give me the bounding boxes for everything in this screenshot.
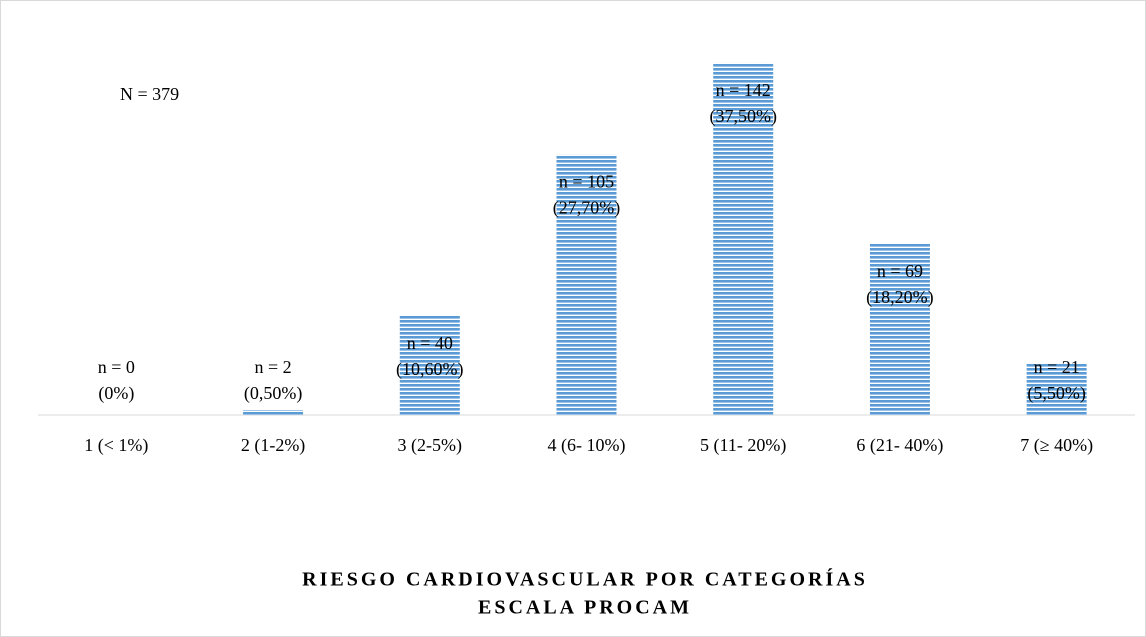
x-tick-label: 5 (11- 20%) <box>700 435 786 456</box>
x-tick-label: 1 (< 1%) <box>84 435 148 456</box>
bar <box>713 62 774 416</box>
bar <box>1026 362 1087 415</box>
data-label: (27,70%) <box>553 198 620 219</box>
annotation: N = 379 <box>120 84 179 104</box>
data-label: n = 2 <box>254 357 291 377</box>
bar <box>869 243 930 415</box>
x-tick-label: 2 (1-2%) <box>241 435 305 456</box>
chart-title: RIESGO CARDIOVASCULAR POR CATEGORÍAS <box>302 568 868 591</box>
x-tick-label: 6 (21- 40%) <box>856 435 943 456</box>
x-tick-label: 3 (2-5%) <box>398 435 462 456</box>
data-label: (37,50%) <box>709 106 776 127</box>
data-label: n = 142 <box>716 80 771 100</box>
data-label: (0,50%) <box>244 383 302 404</box>
bar <box>243 410 304 415</box>
bar <box>556 154 617 415</box>
x-tick-label: 4 (6- 10%) <box>548 435 626 456</box>
data-label: n = 21 <box>1034 357 1080 377</box>
data-label: (0%) <box>98 383 134 404</box>
chart-title: ESCALA PROCAM <box>478 597 692 619</box>
data-label: n = 69 <box>877 261 923 281</box>
data-label: (10,60%) <box>396 359 463 380</box>
bar <box>399 315 460 415</box>
x-tick-label: 7 (≥ 40%) <box>1020 435 1093 456</box>
data-label: n = 40 <box>407 333 453 353</box>
data-label: (18,20%) <box>866 287 933 308</box>
data-label: n = 105 <box>559 172 614 192</box>
data-label: n = 0 <box>98 357 135 377</box>
data-label: (5,50%) <box>1027 383 1085 404</box>
